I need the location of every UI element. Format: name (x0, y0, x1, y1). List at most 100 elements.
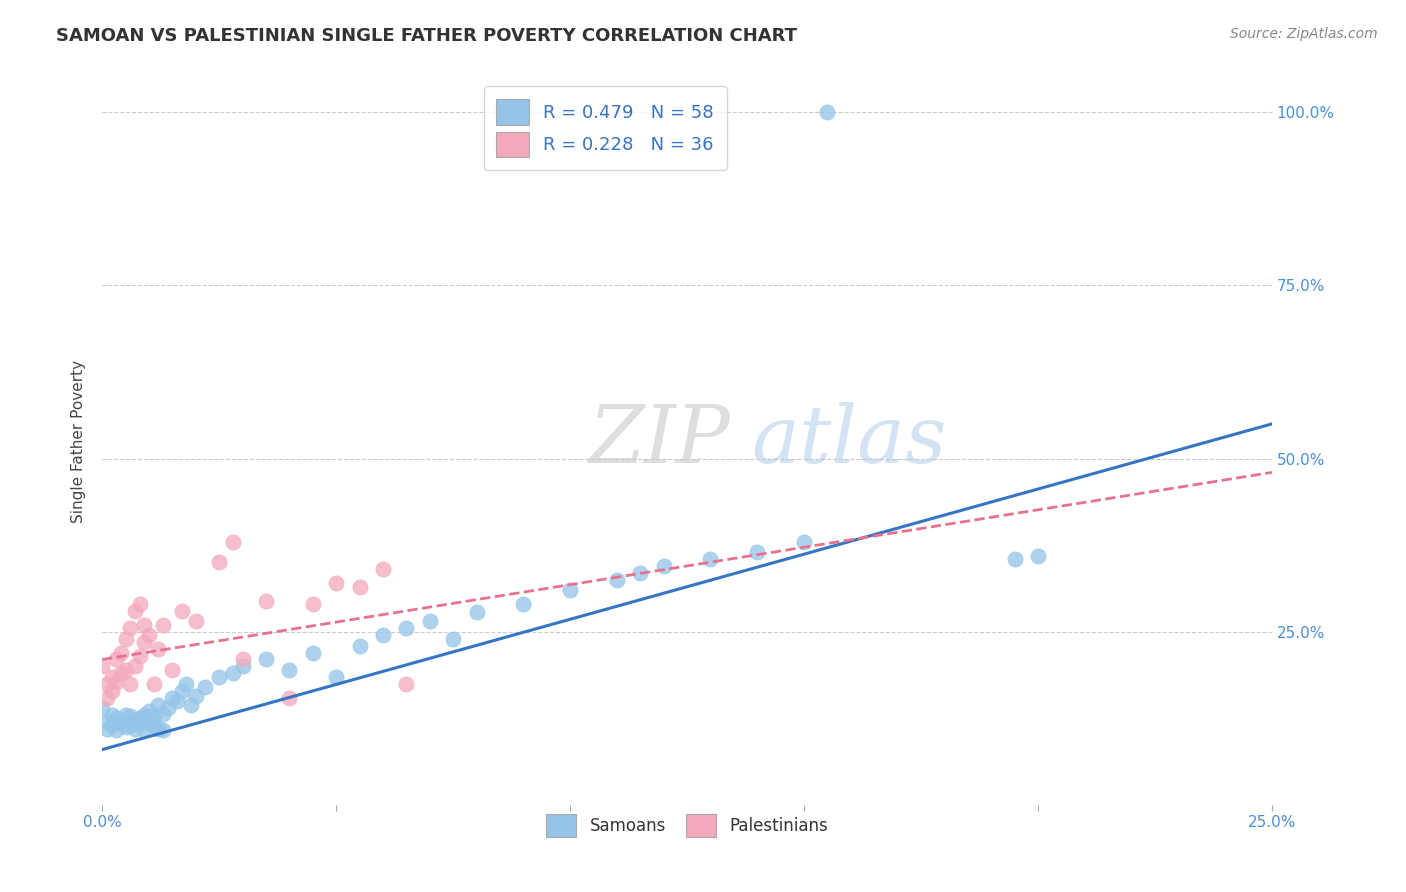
Point (180, 698, 202, 712)
Text: Source: ZipAtlas.com: Source: ZipAtlas.com (1230, 27, 1378, 41)
Point (1026, 549, 1049, 563)
Point (558, 583, 581, 598)
Point (184, 689, 207, 703)
Point (114, 663, 136, 677)
Point (124, 659, 146, 673)
Point (222, 666, 245, 681)
Point (194, 680, 217, 694)
Point (148, 642, 170, 657)
Point (120, 677, 142, 691)
Point (652, 558, 675, 573)
Point (142, 677, 165, 691)
Point (371, 562, 394, 576)
Point (134, 723, 156, 738)
Point (105, 723, 128, 738)
Point (152, 723, 174, 738)
Point (441, 632, 464, 646)
Point (278, 690, 301, 705)
Point (124, 604, 146, 618)
Point (110, 666, 132, 681)
Point (96, 690, 118, 705)
Point (232, 659, 254, 673)
Point (110, 646, 132, 660)
Point (156, 701, 179, 715)
Point (110, 716, 132, 731)
Point (222, 534, 245, 549)
Point (128, 716, 150, 731)
Point (114, 632, 136, 646)
Point (170, 683, 193, 698)
Point (142, 718, 165, 732)
Point (96, 722, 118, 736)
Point (124, 714, 146, 728)
Point (301, 646, 323, 660)
Point (124, 722, 146, 736)
Point (128, 648, 150, 663)
Point (184, 615, 207, 629)
Point (301, 597, 323, 611)
Point (176, 677, 198, 691)
Point (371, 628, 394, 642)
Point (278, 663, 301, 677)
Point (91, 701, 114, 715)
Point (105, 652, 128, 666)
Point (110, 714, 132, 729)
Point (100, 718, 122, 732)
Point (699, 552, 721, 566)
Point (100, 670, 122, 684)
Point (152, 618, 174, 632)
Point (134, 707, 156, 722)
Point (815, 105, 838, 120)
Y-axis label: Single Father Poverty: Single Father Poverty (72, 359, 86, 523)
Point (152, 706, 174, 721)
Point (114, 720, 136, 734)
Point (349, 639, 371, 653)
Point (208, 670, 231, 684)
Point (100, 707, 122, 722)
Point (166, 694, 188, 708)
Point (105, 711, 128, 725)
Point (134, 635, 156, 649)
Point (1004, 552, 1026, 566)
Point (419, 615, 441, 629)
Point (120, 718, 142, 732)
Point (793, 534, 815, 549)
Point (170, 604, 193, 618)
Point (138, 716, 160, 731)
Point (512, 597, 534, 611)
Point (628, 566, 651, 580)
Point (120, 709, 142, 723)
Point (142, 709, 165, 723)
Point (254, 593, 277, 607)
Point (395, 677, 418, 691)
Point (128, 597, 150, 611)
Point (747, 545, 769, 559)
Point (138, 628, 160, 642)
Point (91, 659, 114, 673)
Point (148, 722, 170, 736)
Point (105, 674, 128, 689)
Text: SAMOAN VS PALESTINIAN SINGLE FATHER POVERTY CORRELATION CHART: SAMOAN VS PALESTINIAN SINGLE FATHER POVE… (56, 27, 797, 45)
Point (134, 618, 156, 632)
Text: ZIP: ZIP (588, 402, 730, 480)
Point (254, 652, 277, 666)
Point (128, 711, 150, 725)
Point (232, 652, 254, 666)
Point (148, 698, 170, 712)
Point (325, 576, 347, 591)
Point (162, 663, 184, 677)
Point (349, 580, 371, 594)
Point (120, 621, 142, 635)
Point (606, 573, 628, 587)
Point (100, 683, 122, 698)
Point (395, 621, 418, 635)
Point (138, 705, 160, 719)
Point (325, 670, 347, 684)
Point (96, 677, 118, 691)
Point (465, 606, 488, 620)
Legend: Samoans, Palestinians: Samoans, Palestinians (540, 807, 835, 844)
Text: atlas: atlas (751, 402, 946, 480)
Point (208, 556, 231, 570)
Point (162, 690, 184, 705)
Point (96, 714, 118, 729)
